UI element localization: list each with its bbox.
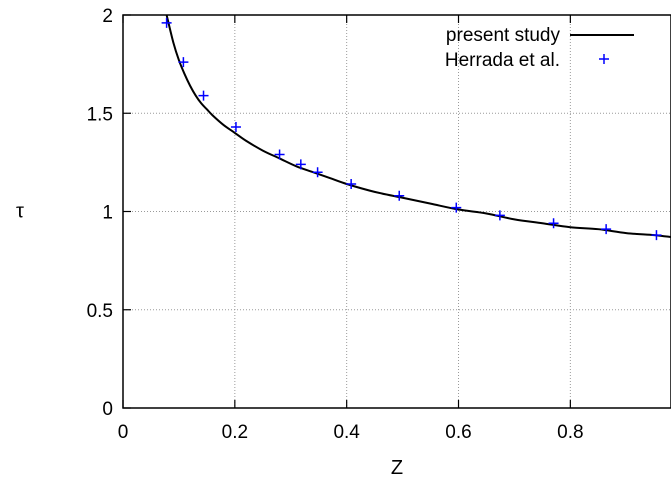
herrada-marker [651,230,662,241]
x-tick-label: 0 [118,422,129,443]
axis-ticks: 0 0.2 0.4 0.6 0.8 0 0.5 1 1.5 2 [87,6,584,443]
x-tick-label: 0.4 [333,422,360,443]
herrada-marker [548,218,559,229]
herrada-marker [346,178,357,189]
herrada-marker [312,167,323,178]
legend-label: present study [446,25,561,46]
legend: present study Herrada et al. [445,25,634,71]
herrada-marker [178,57,189,68]
y-tick-label: 0.5 [87,301,113,322]
legend-label: Herrada et al. [445,50,560,71]
herrada-marker [274,149,285,160]
x-axis-label: Z [391,457,403,479]
y-tick-label: 1.5 [87,104,113,125]
series-layer [161,15,671,241]
y-axis-label: τ [16,201,24,223]
herrada-marker [230,122,241,133]
herrada-marker [394,190,405,201]
legend-marker-swatch [599,54,609,64]
herrada-marker [601,224,612,235]
grid [123,15,671,408]
herrada-marker [451,202,462,213]
herrada-marker [198,90,209,101]
herrada-marker [161,17,172,28]
herrada-marker [494,210,505,221]
y-tick-label: 0 [102,399,113,420]
x-tick-label: 0.2 [222,422,248,443]
x-tick-label: 0.8 [557,422,583,443]
y-tick-label: 2 [102,6,113,27]
x-tick-label: 0.6 [445,422,471,443]
y-tick-label: 1 [102,203,113,224]
herrada-marker [295,159,306,170]
present-study-line [165,15,671,239]
